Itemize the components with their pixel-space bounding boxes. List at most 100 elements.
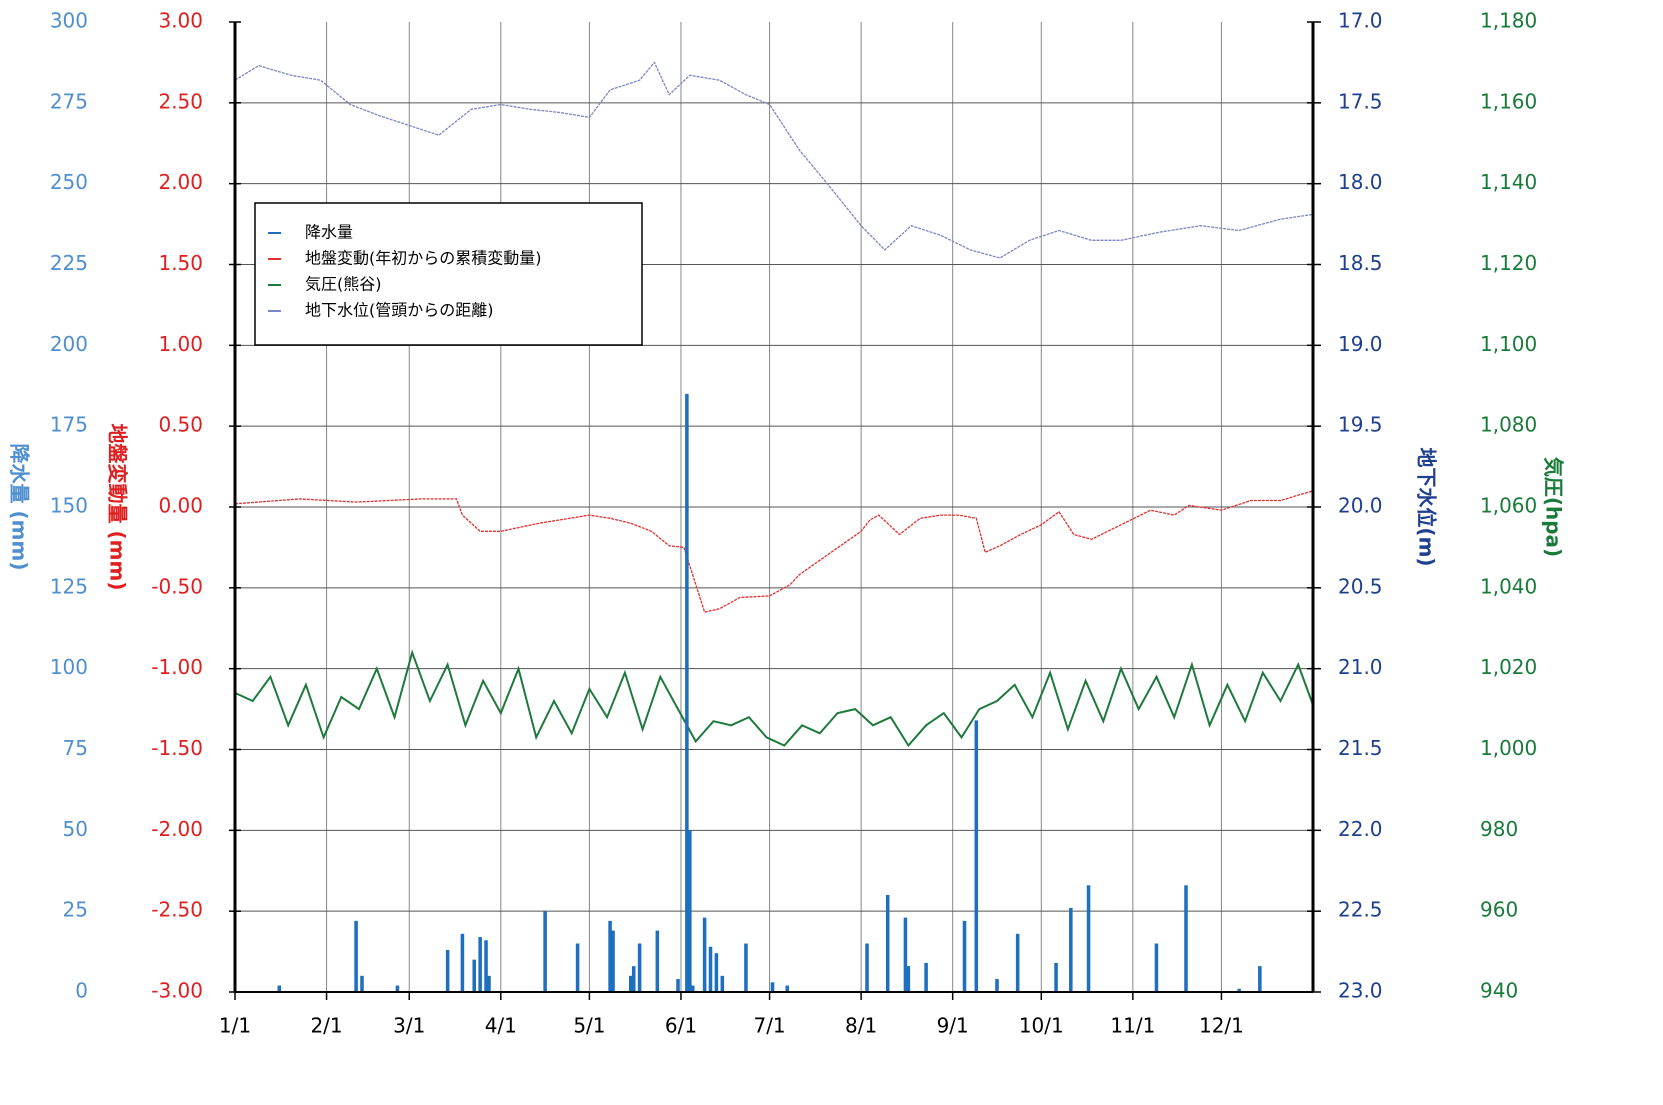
y-tick-label: 1,160	[1480, 89, 1537, 113]
y-tick-label: 2.00	[158, 170, 203, 194]
bar	[487, 975, 491, 992]
legend-label: 地下水位(管頭からの距離)	[305, 301, 494, 320]
y-tick-label: 1,060	[1480, 494, 1537, 518]
y-tick-label: 19.0	[1338, 332, 1383, 356]
y-tick-label: 1,180	[1480, 9, 1537, 33]
bar	[685, 393, 689, 992]
line	[234, 61, 1314, 259]
bar	[360, 975, 364, 992]
bar	[903, 917, 908, 992]
y-tick-label: 960	[1480, 898, 1518, 922]
y-tick-label: 275	[50, 89, 88, 113]
line	[234, 649, 1314, 748]
bar	[395, 985, 400, 992]
y-tick-label: 23.0	[1338, 979, 1383, 1003]
y-tick-label: -3.00	[151, 979, 203, 1003]
y-tick-label: 150	[50, 494, 88, 518]
bar	[277, 985, 282, 992]
x-tick-label: 3/1	[393, 1014, 425, 1038]
bar	[637, 943, 642, 992]
bar	[1258, 966, 1262, 992]
x-tick-label: 5/1	[573, 1014, 605, 1038]
y-tick-label: 980	[1480, 817, 1518, 841]
bar	[472, 959, 476, 992]
y-tick-label: 1,080	[1480, 413, 1537, 437]
bar	[708, 946, 713, 992]
y-tick-label: 300	[50, 9, 88, 33]
y-tick-label: 1,140	[1480, 170, 1537, 194]
bar	[785, 985, 790, 992]
bar	[714, 953, 719, 992]
bar	[1184, 885, 1188, 992]
bar	[608, 920, 612, 992]
legend-box	[254, 202, 643, 346]
bar	[575, 943, 580, 992]
bar	[478, 937, 482, 992]
y-tick-label: 21.5	[1338, 736, 1383, 760]
y-tick-label: 100	[50, 655, 88, 679]
bar	[995, 979, 999, 992]
bar	[974, 720, 979, 992]
bar	[1015, 933, 1020, 992]
y-tick-label: -1.50	[151, 736, 203, 760]
y-tick-label: 1,100	[1480, 332, 1537, 356]
y-axis-title: 降水量 (mm)	[8, 444, 32, 571]
y-tick-label: 22.5	[1338, 898, 1383, 922]
y-tick-label: 1,120	[1480, 251, 1537, 275]
bar	[906, 966, 911, 992]
y-tick-label: 125	[50, 574, 88, 598]
bar	[631, 966, 636, 992]
bar	[691, 985, 695, 992]
line	[234, 490, 1314, 613]
legend-label: 降水量	[305, 223, 353, 242]
y-axis-title: 地下水位(m)	[1415, 447, 1439, 566]
legend-label: 地盤変動(年初からの累積変動量)	[305, 249, 542, 268]
x-tick-label: 6/1	[665, 1014, 697, 1038]
bar	[744, 943, 748, 992]
y-axis-title: 地盤変動量 (mm)	[106, 424, 130, 591]
x-tick-label: 10/1	[1019, 1014, 1064, 1038]
y-tick-label: 3.00	[158, 9, 203, 33]
bar	[1154, 943, 1159, 992]
bar	[445, 949, 450, 992]
bar	[543, 911, 547, 992]
y-tick-label: 175	[50, 413, 88, 437]
y-axis-title: 気圧(hpa)	[1542, 457, 1566, 557]
x-tick-label: 4/1	[485, 1014, 517, 1038]
bar	[1086, 885, 1091, 992]
bar	[1069, 907, 1073, 992]
y-tick-label: 0.00	[158, 494, 203, 518]
bar	[720, 975, 725, 992]
y-tick-label: 0.50	[158, 413, 203, 437]
x-tick-label: 11/1	[1110, 1014, 1155, 1038]
y-tick-label: 940	[1480, 979, 1518, 1003]
y-tick-label: 20.5	[1338, 574, 1383, 598]
x-tick-label: 9/1	[937, 1014, 969, 1038]
y-tick-label: -2.00	[151, 817, 203, 841]
bar	[924, 962, 928, 992]
bar	[628, 975, 633, 992]
y-tick-label: 200	[50, 332, 88, 356]
bar	[1237, 988, 1241, 992]
marks	[234, 61, 1314, 992]
bar	[962, 920, 967, 992]
grid: 1/1 2/1 3/1 4/1 5/1 6/1 7/1 8/1 9/1 10/1 11/1 12/1 0…	[8, 9, 1566, 1038]
bar	[1054, 962, 1058, 992]
y-tick-label: 1,020	[1480, 655, 1537, 679]
legend-label: 気圧(熊谷)	[305, 275, 382, 294]
x-tick-label: 7/1	[753, 1014, 785, 1038]
y-tick-label: 22.0	[1338, 817, 1383, 841]
y-tick-label: 1,000	[1480, 736, 1537, 760]
y-tick-label: 18.5	[1338, 251, 1383, 275]
bar	[702, 917, 707, 992]
y-tick-label: 25	[63, 898, 88, 922]
bar	[865, 943, 869, 992]
y-tick-label: 1,040	[1480, 574, 1537, 598]
bar	[676, 979, 680, 992]
bar	[484, 940, 488, 992]
x-tick-label: 2/1	[310, 1014, 342, 1038]
bar	[688, 830, 692, 992]
y-tick-label: 20.0	[1338, 494, 1383, 518]
